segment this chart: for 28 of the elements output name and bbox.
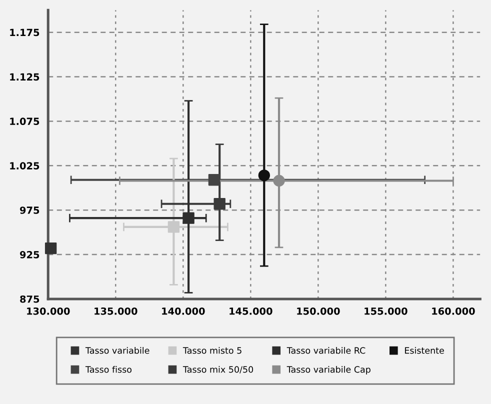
legend-label: Esistente: [405, 347, 444, 354]
x-tick-label: 155.000: [364, 307, 408, 315]
point: [273, 174, 285, 187]
legend-label: Tasso variabile: [85, 347, 150, 354]
x-tick-label: 140.000: [162, 307, 205, 315]
x-tick-label: 160.000: [432, 307, 475, 315]
legend-label: Tasso misto 5: [182, 347, 242, 354]
x-tick-label: 145.000: [230, 307, 272, 315]
legend-label: Tasso mix 50/50: [182, 366, 254, 374]
legend-label: Tasso fisso: [85, 366, 132, 373]
point: [258, 170, 270, 182]
point: [168, 221, 180, 233]
y-tick-label: 1.125: [10, 73, 40, 81]
x-tick-label: 150.000: [297, 307, 340, 315]
y-tick-label: 1.175: [10, 28, 40, 36]
legend-label: Tasso variabile RC: [286, 347, 366, 354]
point: [214, 198, 226, 210]
y-tick-label: 925: [20, 251, 40, 258]
legend-label: Tasso variabile Cap: [286, 366, 370, 374]
x-tick-label: 135.000: [94, 307, 138, 315]
point: [208, 174, 220, 186]
y-tick-label: 1.025: [10, 162, 40, 170]
y-tick-label: 1.075: [10, 118, 40, 126]
y-tick-label: 975: [20, 206, 40, 214]
point: [182, 212, 194, 224]
y-tick-label: 875: [20, 295, 40, 303]
x-tick-label: 130.000: [27, 307, 70, 315]
point: [44, 242, 57, 254]
